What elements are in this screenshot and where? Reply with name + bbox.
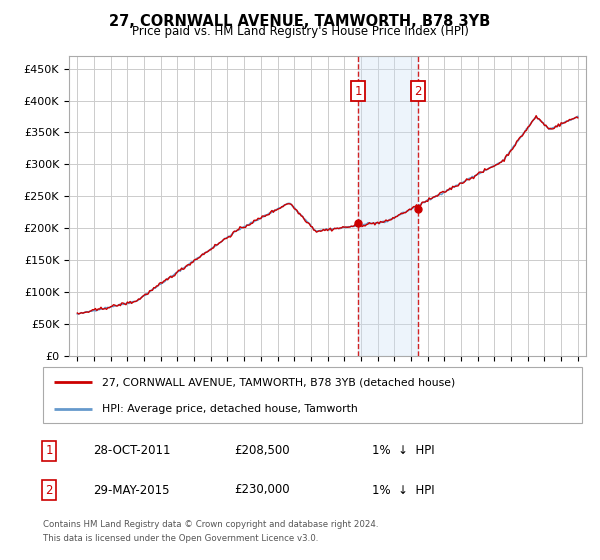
- Text: 27, CORNWALL AVENUE, TAMWORTH, B78 3YB: 27, CORNWALL AVENUE, TAMWORTH, B78 3YB: [109, 14, 491, 29]
- Text: HPI: Average price, detached house, Tamworth: HPI: Average price, detached house, Tamw…: [103, 404, 358, 414]
- Text: 2: 2: [46, 483, 53, 497]
- Text: 29-MAY-2015: 29-MAY-2015: [93, 483, 170, 497]
- Text: Contains HM Land Registry data © Crown copyright and database right 2024.: Contains HM Land Registry data © Crown c…: [43, 520, 379, 529]
- Text: 2: 2: [414, 85, 422, 97]
- Text: 1: 1: [46, 444, 53, 458]
- Text: 1: 1: [355, 85, 362, 97]
- Text: Price paid vs. HM Land Registry's House Price Index (HPI): Price paid vs. HM Land Registry's House …: [131, 25, 469, 38]
- FancyBboxPatch shape: [43, 367, 582, 423]
- Text: £230,000: £230,000: [234, 483, 290, 497]
- Text: 1%  ↓  HPI: 1% ↓ HPI: [372, 483, 434, 497]
- Text: 1%  ↓  HPI: 1% ↓ HPI: [372, 444, 434, 458]
- Bar: [358, 56, 418, 356]
- Text: 28-OCT-2011: 28-OCT-2011: [93, 444, 170, 458]
- Text: £208,500: £208,500: [234, 444, 290, 458]
- Text: 27, CORNWALL AVENUE, TAMWORTH, B78 3YB (detached house): 27, CORNWALL AVENUE, TAMWORTH, B78 3YB (…: [103, 377, 456, 388]
- Text: This data is licensed under the Open Government Licence v3.0.: This data is licensed under the Open Gov…: [43, 534, 319, 543]
